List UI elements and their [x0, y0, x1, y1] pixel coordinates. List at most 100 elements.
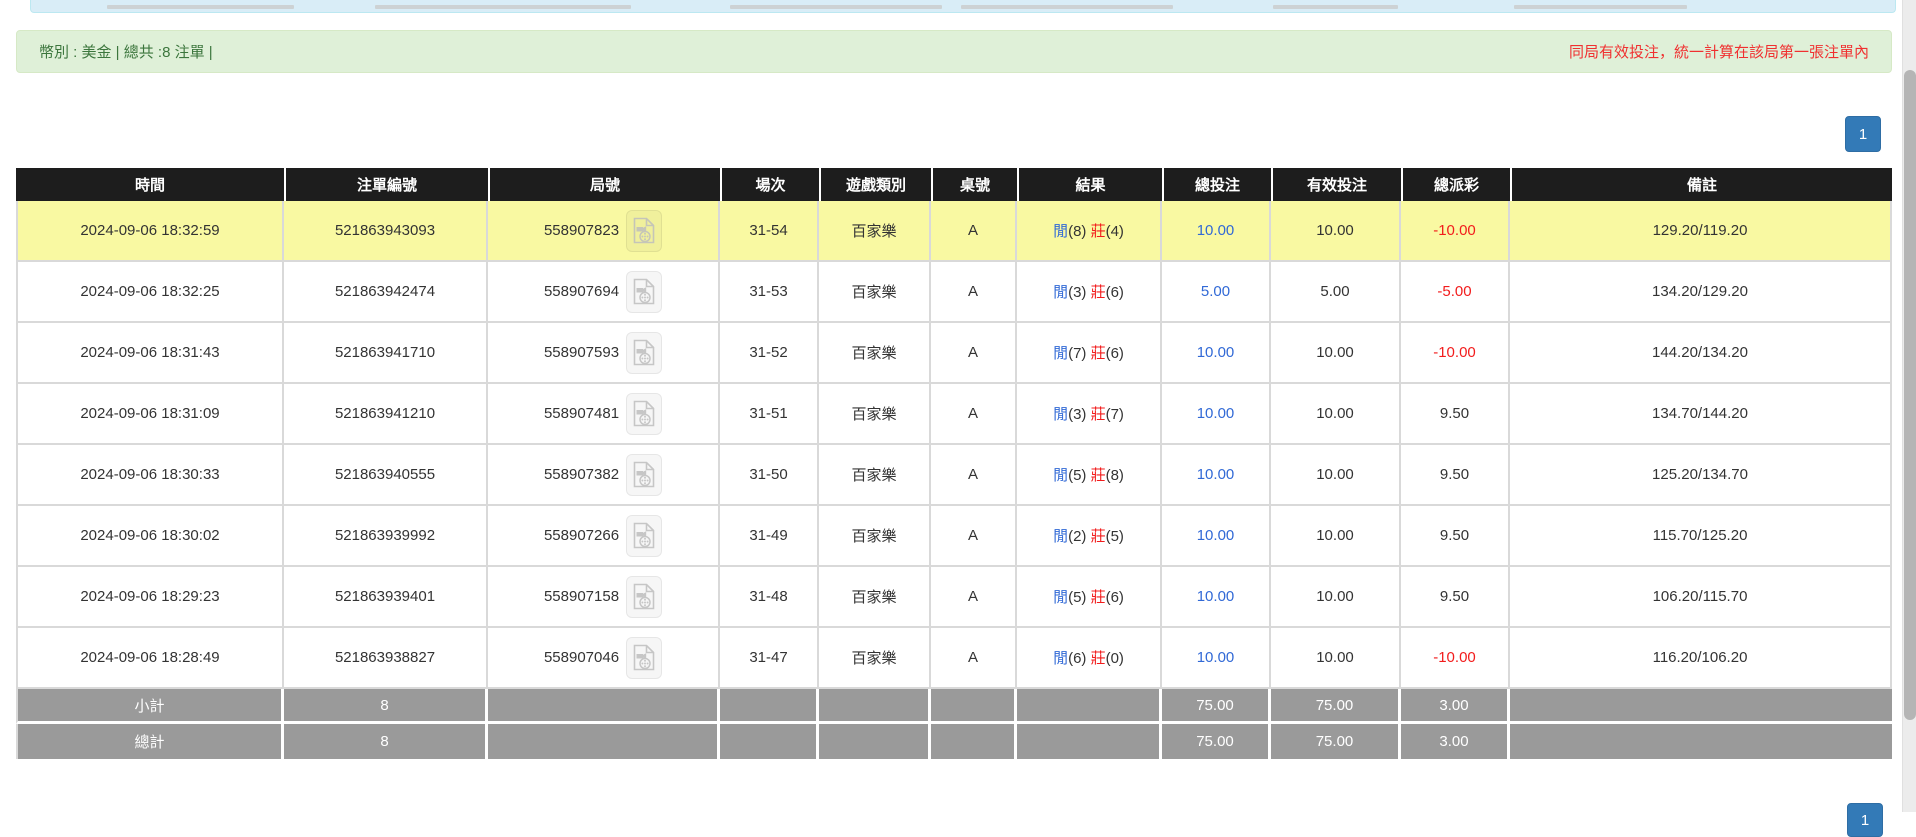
player-label: 閒	[1053, 223, 1069, 240]
total-bet-link[interactable]: 5.00	[1200, 283, 1231, 300]
bet-time: 2024-09-06 18:31:43	[16, 323, 284, 384]
video-file-icon[interactable]	[626, 514, 663, 557]
remark: 129.20/119.20	[1510, 201, 1892, 262]
banker-points: (6)	[1105, 589, 1124, 606]
summary-banner: 幣別 : 美金 | 總共 :8 注單 | 同局有效投注，統一計算在該局第一張注單…	[16, 30, 1892, 73]
banker-label: 莊	[1090, 528, 1106, 545]
bet-time: 2024-09-06 18:32:59	[16, 201, 284, 262]
round-no-value: 558907158	[543, 588, 620, 605]
bet-records-table: 時間 注單編號 局號 場次 遊戲類別 桌號 結果 總投注 有效投注 總派彩 備註…	[16, 168, 1892, 759]
form-field-edge	[1514, 5, 1687, 9]
bet-id: 521863942474	[284, 262, 488, 323]
table-row: 2024-09-06 18:30:33 521863940555 558907382…	[16, 445, 1892, 506]
grand-total-row-empty	[1510, 724, 1892, 759]
table-row: 2024-09-06 18:32:59 521863943093 558907823…	[16, 201, 1892, 262]
result-cell: 閒(2) 莊(5)	[1017, 506, 1162, 567]
subtotal-row-label: 小計	[16, 689, 284, 724]
banker-points: (4)	[1105, 223, 1124, 240]
valid-bet: 10.00	[1271, 323, 1401, 384]
grand-total-row-empty	[931, 724, 1017, 759]
subtotal-row-total-bet: 75.00	[1162, 689, 1271, 724]
video-file-icon[interactable]	[626, 392, 663, 435]
subtotal-row-count: 8	[284, 689, 488, 724]
valid-bet: 10.00	[1271, 506, 1401, 567]
total-bet-cell: 10.00	[1162, 323, 1271, 384]
round-no-value: 558907593	[543, 344, 620, 361]
bet-time: 2024-09-06 18:31:09	[16, 384, 284, 445]
col-header-round-no: 局號	[488, 168, 720, 201]
session: 31-53	[720, 262, 819, 323]
game-type: 百家樂	[819, 201, 931, 262]
round-no-value: 558907823	[543, 222, 620, 239]
valid-bet-notice-text: 同局有效投注，統一計算在該局第一張注單內	[1568, 44, 1869, 61]
round-no: 558907481	[544, 392, 663, 435]
subtotal-row-empty	[488, 689, 720, 724]
col-header-game-type: 遊戲類別	[819, 168, 931, 201]
vertical-scrollbar-thumb[interactable]	[1904, 70, 1916, 720]
form-field-edge	[730, 5, 942, 9]
session: 31-49	[720, 506, 819, 567]
video-file-icon[interactable]	[626, 270, 663, 313]
bet-time: 2024-09-06 18:28:49	[16, 628, 284, 689]
remark: 134.70/144.20	[1510, 384, 1892, 445]
cropped-filter-form	[30, 0, 1896, 13]
player-points: (6)	[1068, 650, 1091, 667]
game-type: 百家樂	[819, 506, 931, 567]
video-file-icon[interactable]	[626, 209, 663, 252]
table-body: 2024-09-06 18:32:59 521863943093 558907823…	[16, 201, 1892, 759]
player-points: (5)	[1068, 467, 1091, 484]
pagination-page-1-top[interactable]: 1	[1845, 116, 1881, 152]
video-file-icon[interactable]	[626, 636, 663, 679]
video-file-icon[interactable]	[626, 331, 663, 374]
bet-id: 521863938827	[284, 628, 488, 689]
total-bet-link[interactable]: 10.00	[1196, 466, 1235, 483]
player-points: (7)	[1068, 345, 1091, 362]
col-header-time: 時間	[16, 168, 284, 201]
total-bet-link[interactable]: 10.00	[1196, 405, 1235, 422]
total-bet-cell: 10.00	[1162, 567, 1271, 628]
payout: 9.50	[1401, 567, 1510, 628]
video-file-icon[interactable]	[626, 575, 663, 618]
total-bet-link[interactable]: 10.00	[1196, 649, 1235, 666]
total-bet-link[interactable]: 10.00	[1196, 588, 1235, 605]
subtotal-row-empty	[720, 689, 819, 724]
total-bet-link[interactable]: 10.00	[1196, 344, 1235, 361]
payout: -10.00	[1401, 201, 1510, 262]
remark: 115.70/125.20	[1510, 506, 1892, 567]
form-field-edge	[1273, 5, 1398, 9]
round-no: 558907823	[543, 209, 663, 252]
pagination-page-1-bottom[interactable]: 1	[1847, 803, 1883, 837]
game-type: 百家樂	[819, 262, 931, 323]
player-label: 閒	[1053, 589, 1069, 606]
round-no-cell: 558907158	[488, 567, 720, 628]
col-header-valid-bet: 有效投注	[1271, 168, 1401, 201]
col-header-session: 場次	[720, 168, 819, 201]
bet-id: 521863943093	[284, 201, 488, 262]
vertical-scrollbar-track[interactable]	[1902, 0, 1916, 812]
grand-total-row-empty	[488, 724, 720, 759]
table-row: 2024-09-06 18:31:09 521863941210 558907481…	[16, 384, 1892, 445]
banker-points: (6)	[1105, 345, 1124, 362]
subtotal-row-payout: 3.00	[1401, 689, 1510, 724]
session: 31-51	[720, 384, 819, 445]
result-cell: 閒(5) 莊(8)	[1017, 445, 1162, 506]
result-cell: 閒(5) 莊(6)	[1017, 567, 1162, 628]
result-cell: 閒(6) 莊(0)	[1017, 628, 1162, 689]
total-bet-cell: 5.00	[1162, 262, 1271, 323]
banker-label: 莊	[1090, 284, 1106, 301]
currency-total-text: 幣別 : 美金 | 總共 :8 注單 |	[39, 44, 213, 61]
table-row: 2024-09-06 18:28:49 521863938827 558907046…	[16, 628, 1892, 689]
valid-bet: 10.00	[1271, 384, 1401, 445]
total-bet-link[interactable]: 10.00	[1196, 222, 1235, 239]
bet-time: 2024-09-06 18:30:02	[16, 506, 284, 567]
round-no: 558907593	[543, 331, 663, 374]
total-bet-link[interactable]: 10.00	[1196, 527, 1235, 544]
player-label: 閒	[1053, 406, 1069, 423]
total-bet-cell: 10.00	[1162, 628, 1271, 689]
table-no: A	[931, 445, 1017, 506]
payout: 9.50	[1401, 384, 1510, 445]
result-cell: 閒(7) 莊(6)	[1017, 323, 1162, 384]
video-file-icon[interactable]	[626, 453, 663, 496]
bet-time: 2024-09-06 18:32:25	[16, 262, 284, 323]
remark: 116.20/106.20	[1510, 628, 1892, 689]
